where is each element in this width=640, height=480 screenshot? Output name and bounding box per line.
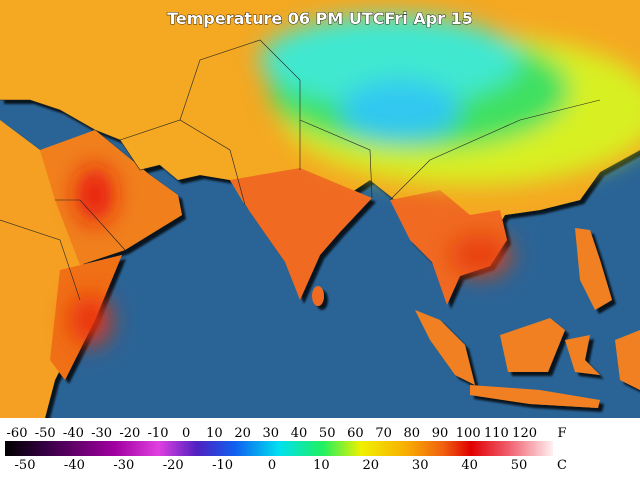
fahrenheit-tick: 60 xyxy=(347,426,364,441)
map xyxy=(0,0,640,418)
country-borders xyxy=(0,39,601,301)
fahrenheit-tick: 30 xyxy=(263,426,280,441)
fahrenheit-tick: 50 xyxy=(319,426,336,441)
celsius-unit: C xyxy=(557,458,567,473)
map-title: Temperature 06 PM UTCFri Apr 15 xyxy=(167,9,473,28)
fahrenheit-tick: 120 xyxy=(512,426,537,441)
fahrenheit-tick: -40 xyxy=(63,426,84,441)
celsius-tick: 20 xyxy=(363,458,380,473)
celsius-tick: -10 xyxy=(212,458,233,473)
fahrenheit-tick: 20 xyxy=(234,426,251,441)
fahrenheit-tick: -20 xyxy=(119,426,140,441)
fahrenheit-tick: 40 xyxy=(291,426,308,441)
temperature-field xyxy=(70,15,640,345)
fahrenheit-tick: -50 xyxy=(35,426,56,441)
celsius-tick: -30 xyxy=(113,458,134,473)
color-scale xyxy=(5,441,553,456)
celsius-tick: 40 xyxy=(461,458,478,473)
fahrenheit-tick: 80 xyxy=(404,426,421,441)
fahrenheit-tick: -30 xyxy=(91,426,112,441)
celsius-tick: 30 xyxy=(412,458,429,473)
fahrenheit-tick: 10 xyxy=(206,426,223,441)
fahrenheit-tick: -10 xyxy=(148,426,169,441)
celsius-tick: 0 xyxy=(268,458,276,473)
fahrenheit-tick: -60 xyxy=(7,426,28,441)
celsius-tick: 50 xyxy=(511,458,528,473)
fahrenheit-tick: 110 xyxy=(484,426,509,441)
fahrenheit-tick: 0 xyxy=(182,426,190,441)
celsius-tick: -20 xyxy=(163,458,184,473)
celsius-tick: 10 xyxy=(313,458,330,473)
celsius-tick: -40 xyxy=(64,458,85,473)
fahrenheit-tick: 90 xyxy=(432,426,449,441)
celsius-tick: -50 xyxy=(15,458,36,473)
fahrenheit-unit: F xyxy=(557,426,566,441)
fahrenheit-tick: 100 xyxy=(456,426,481,441)
fahrenheit-tick: 70 xyxy=(375,426,392,441)
